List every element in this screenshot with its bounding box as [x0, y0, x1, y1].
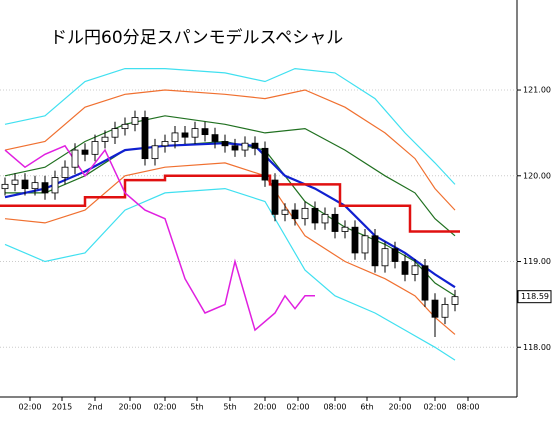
candle-body	[311, 207, 319, 224]
candle-body	[391, 248, 399, 262]
candle-body	[231, 145, 239, 151]
candle-body	[141, 117, 149, 160]
candle-body	[361, 235, 369, 254]
candle-body	[31, 182, 39, 190]
candle-body	[221, 141, 229, 147]
candle-body	[291, 209, 299, 220]
indicator-line	[4, 67, 456, 185]
candle-body	[201, 128, 209, 136]
candle-body	[331, 213, 339, 232]
chart-title: ドル円60分足スパンモデルスペシャル	[50, 27, 343, 48]
candle-body	[441, 303, 449, 318]
candle-body	[261, 147, 269, 181]
candle-body	[401, 261, 409, 275]
candle-body	[71, 149, 79, 168]
candle-body	[41, 182, 49, 194]
indicator-line	[0, 174, 460, 233]
y-tick-label: 120.00	[523, 171, 551, 180]
candle-body	[81, 149, 89, 155]
x-tick-label: 20:00	[118, 403, 141, 412]
indicator-line	[4, 115, 456, 237]
x-tick-label: 5th	[223, 403, 236, 412]
x-tick-label: 02:00	[153, 403, 176, 412]
x-tick-label: 20:00	[388, 403, 411, 412]
candle-body	[341, 226, 349, 232]
x-tick-label: 02:00	[18, 403, 41, 412]
candle-body	[321, 213, 329, 224]
candle-body	[11, 179, 19, 185]
candle-body	[1, 183, 9, 190]
candle-body	[351, 226, 359, 254]
candle-body	[411, 265, 419, 275]
candle-body	[121, 123, 129, 130]
last-price-label: 118.59	[521, 292, 549, 301]
indicator-line	[4, 187, 456, 361]
candle-body	[371, 235, 379, 267]
candle-body	[451, 296, 459, 305]
candle-body	[301, 207, 309, 220]
candle-body	[241, 142, 249, 151]
candle-body	[91, 141, 99, 155]
candle-body	[431, 299, 439, 318]
y-tick-label: 121.00	[523, 86, 551, 95]
y-tick-label: 118.00	[523, 343, 551, 352]
x-tick-label: 6th	[360, 403, 373, 412]
y-tick-label: 119.00	[523, 257, 551, 266]
candle-body	[181, 132, 189, 138]
candle-body	[251, 142, 259, 149]
x-tick-label: 08:00	[323, 403, 346, 412]
x-tick-label: 20:00	[253, 403, 276, 412]
candle-body	[271, 179, 279, 215]
x-tick-label: 02:00	[423, 403, 446, 412]
candle-body	[61, 166, 69, 178]
candle-body	[191, 128, 199, 138]
x-tick-label: 2015	[52, 403, 72, 412]
candle-body	[171, 132, 179, 142]
indicator-line	[4, 89, 456, 211]
x-tick-label: 2nd	[87, 403, 102, 412]
candle-body	[281, 209, 289, 215]
candle-body	[381, 248, 389, 267]
candle-body	[421, 265, 429, 301]
candle-body	[151, 145, 159, 160]
last-price-box	[517, 290, 552, 304]
x-tick-label: 08:00	[456, 403, 479, 412]
candle-body	[131, 117, 139, 125]
indicator-line	[4, 144, 315, 332]
x-tick-label: 5th	[190, 403, 203, 412]
x-tick-label: 02:00	[286, 403, 309, 412]
candle-body	[51, 177, 59, 194]
candle-body	[111, 128, 119, 138]
candle-body	[211, 134, 219, 142]
candle-body	[161, 141, 169, 147]
candle-body	[21, 179, 29, 190]
candle-body	[101, 136, 109, 142]
